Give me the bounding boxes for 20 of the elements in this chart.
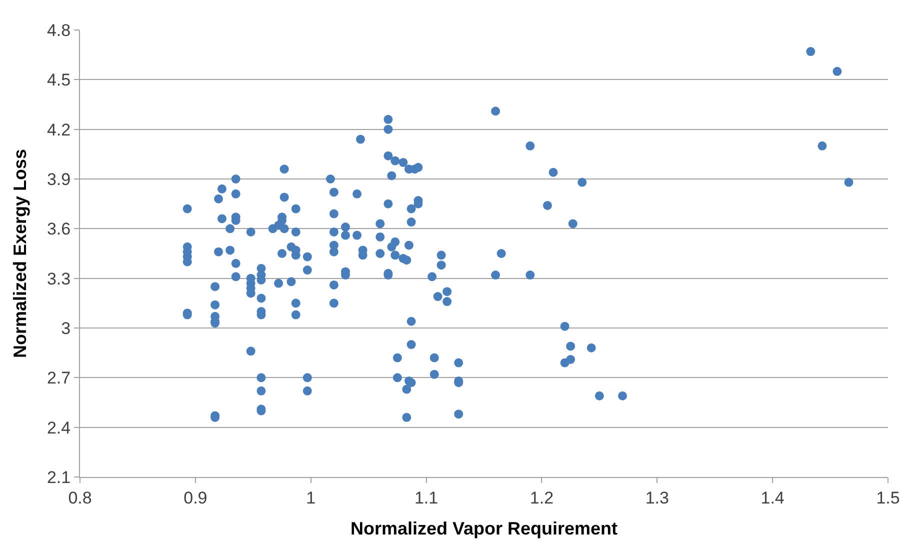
y-tick-label: 3.3 <box>46 269 71 288</box>
y-tick-label: 2.1 <box>46 468 71 487</box>
x-tick-label: 1.2 <box>530 488 554 508</box>
y-tick-label: 4.5 <box>46 70 71 90</box>
x-tick-label: 0.8 <box>68 488 92 508</box>
y-tick-label: 3 <box>61 318 71 338</box>
y-tick-label: 2.4 <box>46 418 71 438</box>
y-tick-label: 4.8 <box>46 20 71 40</box>
x-tick-label: 1.4 <box>760 488 784 508</box>
x-tick-label: 0.9 <box>184 488 208 508</box>
x-tick-label: 1 <box>306 488 316 508</box>
y-tick-label: 4.2 <box>46 120 71 140</box>
y-axis-title: Normalized Exergy Loss <box>10 148 30 358</box>
x-axis-title: Normalized Vapor Requirement <box>350 518 618 538</box>
y-tick-label: 3.6 <box>46 220 71 239</box>
x-tick-label: 1.5 <box>876 488 900 508</box>
y-tick-label: 3.9 <box>46 170 71 189</box>
x-tick-label: 1.3 <box>645 488 669 508</box>
x-tick-label: 1.1 <box>414 488 438 508</box>
y-tick-label: 2.7 <box>46 368 71 388</box>
